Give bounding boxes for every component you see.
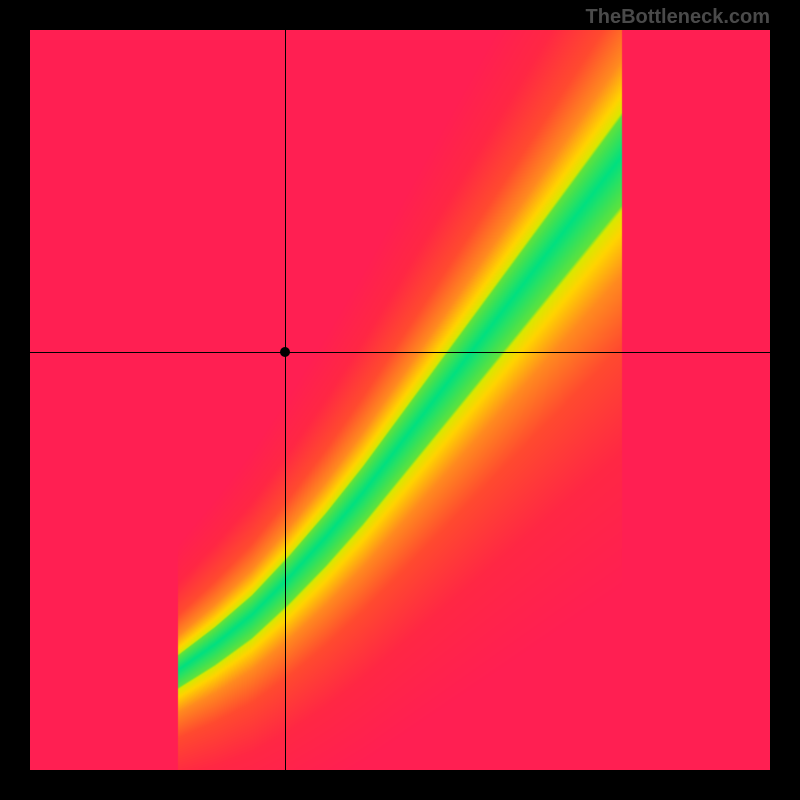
crosshair-vertical: [285, 30, 286, 770]
crosshair-horizontal: [30, 352, 770, 353]
heatmap-canvas: [30, 30, 770, 770]
bottleneck-heatmap: [30, 30, 770, 770]
selection-marker: [280, 347, 290, 357]
watermark-text: TheBottleneck.com: [586, 6, 770, 29]
